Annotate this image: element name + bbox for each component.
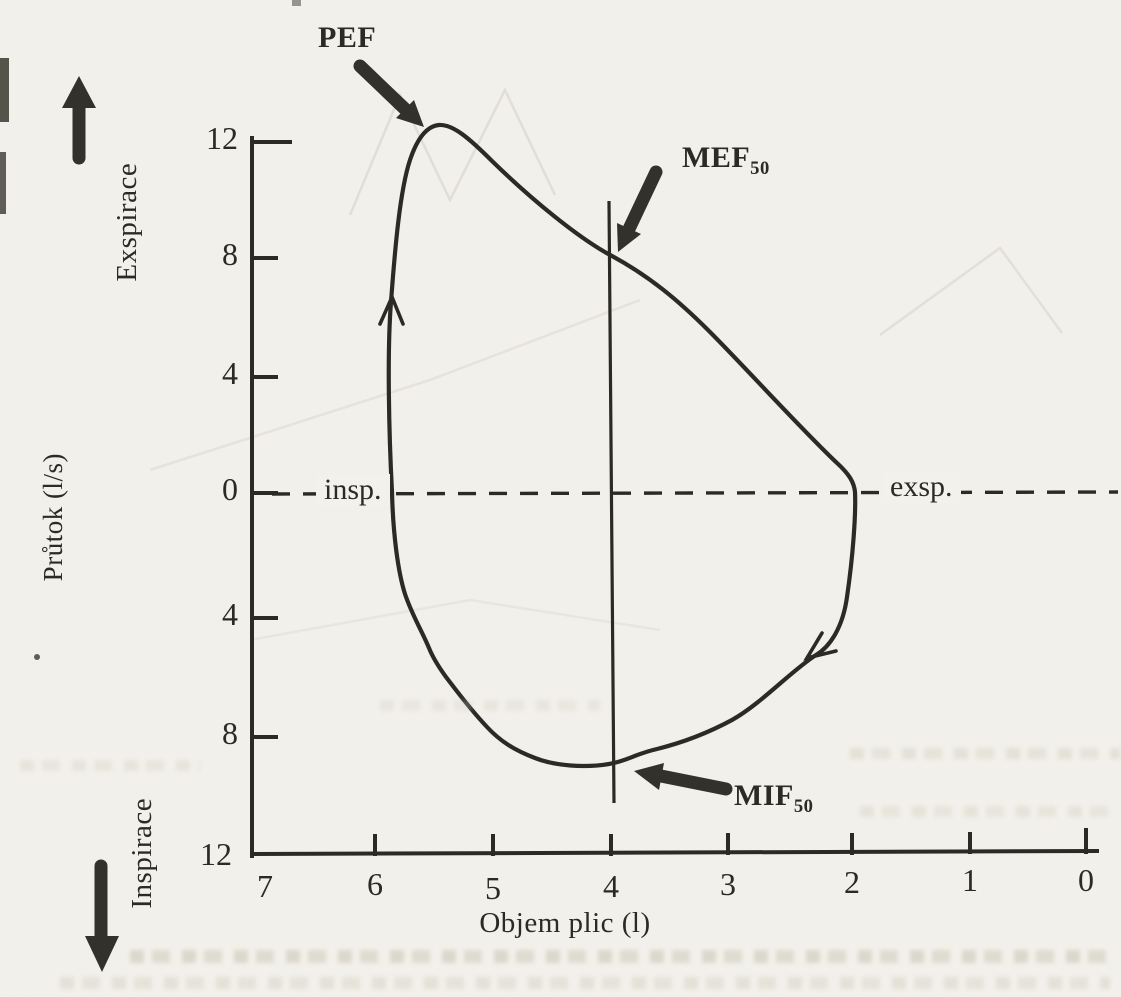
y-axis-title: Průtok (l/s) xyxy=(37,453,68,582)
y-tick-label-0: 0 xyxy=(222,471,238,507)
axes xyxy=(249,136,1100,858)
mif50-label: MIF50 xyxy=(734,780,813,817)
x-axis-line xyxy=(249,848,1100,857)
scan-bleed-text-smudge xyxy=(130,950,1115,963)
x-tick-label-6: 6 xyxy=(367,866,383,902)
y-tick-label-8-neg: 8 xyxy=(222,715,238,751)
y-tick-label-8-pos: 8 xyxy=(222,236,238,272)
x-tick-label-2: 2 xyxy=(844,864,860,900)
scan-bleed-text-smudge xyxy=(850,748,1120,759)
scan-edge-marks xyxy=(0,0,301,660)
mef50-arrow xyxy=(617,165,663,252)
x-axis-title: Objem plic (l) xyxy=(479,907,651,939)
scan-bleed-text-smudge xyxy=(20,760,200,771)
x-tick-label-1: 1 xyxy=(962,862,978,898)
y-tick-label-12-neg: 12 xyxy=(200,836,232,872)
exspirace-direction-label: Exspirace xyxy=(110,162,143,282)
scan-bleed-text-smudge xyxy=(60,977,1110,989)
mef50-label-text: MEF xyxy=(682,141,751,174)
scan-bleed-text-smudge xyxy=(860,806,1120,817)
y-tick-label-4-pos: 4 xyxy=(222,355,238,391)
scan-bleed-text-smudge xyxy=(380,700,600,711)
mif50-arrow xyxy=(634,763,733,796)
x-tick-label-4: 4 xyxy=(603,868,619,904)
mif50-label-sub: 50 xyxy=(793,796,814,817)
inspirace-direction-label: Inspirace xyxy=(125,797,158,909)
pef-arrow xyxy=(353,59,424,127)
x-tick-label-0: 0 xyxy=(1078,862,1094,898)
insp-zero-line-label: insp. xyxy=(316,474,390,506)
exsp-zero-line-label: exsp. xyxy=(882,471,961,503)
scan-bleed-artifacts xyxy=(149,87,1064,642)
mif50-label-text: MIF xyxy=(734,779,794,812)
y-tick-label-12-pos: 12 xyxy=(206,120,238,156)
x-tick-label-5: 5 xyxy=(485,870,501,906)
expiration-direction-arrow xyxy=(378,292,405,326)
mef50-label: MEF50 xyxy=(682,142,770,179)
volume-4l-reference-line xyxy=(607,200,616,804)
inspiration-direction-arrow xyxy=(803,631,838,661)
inspiration-axis-arrow xyxy=(85,859,119,972)
x-tick-label-3: 3 xyxy=(720,866,736,902)
mef50-label-sub: 50 xyxy=(750,158,770,179)
exspiration-axis-arrow xyxy=(62,76,96,165)
x-tick-label-7: 7 xyxy=(257,868,273,904)
pef-label: PEF xyxy=(318,21,377,54)
zero-flow-dashed-line xyxy=(271,490,1119,496)
flow-volume-loop-curve xyxy=(386,122,858,769)
y-tick-label-4-neg: 4 xyxy=(222,596,238,632)
